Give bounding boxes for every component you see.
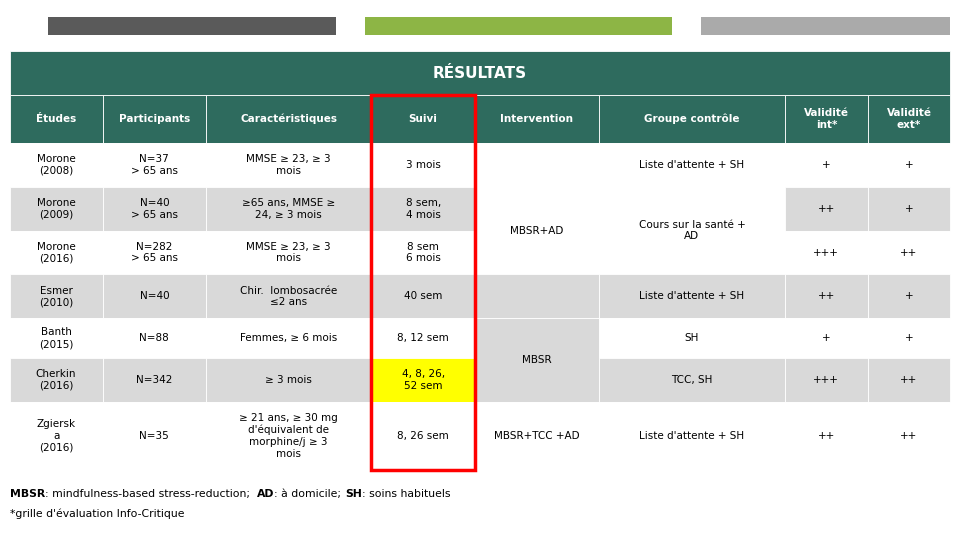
Text: +: + [904, 292, 913, 301]
Text: Morone
(2008): Morone (2008) [36, 154, 76, 176]
Text: MBSR+TCC +AD: MBSR+TCC +AD [494, 431, 580, 441]
Text: Validité
int*: Validité int* [804, 108, 849, 130]
Text: +: + [904, 204, 913, 214]
Text: Cours sur la santé +
AD: Cours sur la santé + AD [638, 220, 745, 241]
Text: +: + [904, 160, 913, 170]
Text: N=40: N=40 [139, 292, 169, 301]
Text: Zgiersk
a
(2016): Zgiersk a (2016) [36, 420, 76, 453]
Text: N=282
> 65 ans: N=282 > 65 ans [131, 242, 178, 264]
Text: Caractéristiques: Caractéristiques [240, 114, 337, 124]
Text: MMSE ≥ 23, ≥ 3
mois: MMSE ≥ 23, ≥ 3 mois [247, 154, 331, 176]
Text: +: + [904, 333, 913, 343]
Text: N=35: N=35 [139, 431, 169, 441]
Text: 8 sem,
4 mois: 8 sem, 4 mois [405, 198, 441, 220]
Text: +++: +++ [813, 247, 839, 258]
Text: Liste d'attente + SH: Liste d'attente + SH [639, 292, 745, 301]
Text: SH: SH [684, 333, 699, 343]
Text: Femmes, ≥ 6 mois: Femmes, ≥ 6 mois [240, 333, 337, 343]
Text: : soins habituels: : soins habituels [362, 489, 450, 499]
Text: Cherkin
(2016): Cherkin (2016) [36, 369, 77, 391]
Text: Chir.  lombosacrée
≤2 ans: Chir. lombosacrée ≤2 ans [240, 286, 337, 307]
Text: Esmer
(2010): Esmer (2010) [39, 286, 73, 307]
Text: Groupe contrôle: Groupe contrôle [644, 114, 740, 124]
Text: Morone
(2016): Morone (2016) [36, 242, 76, 264]
Text: Intervention: Intervention [500, 114, 573, 124]
Text: 4, 8, 26,
52 sem: 4, 8, 26, 52 sem [401, 369, 444, 391]
Text: MBSR+AD: MBSR+AD [510, 226, 564, 235]
Text: 3 mois: 3 mois [406, 160, 441, 170]
Text: : mindfulness-based stress-reduction;: : mindfulness-based stress-reduction; [45, 489, 257, 499]
Text: N=40
> 65 ans: N=40 > 65 ans [131, 198, 178, 220]
Text: Études: Études [36, 114, 76, 124]
Text: Suivi: Suivi [409, 114, 438, 124]
Text: MMSE ≥ 23, ≥ 3
mois: MMSE ≥ 23, ≥ 3 mois [247, 242, 331, 264]
Text: TCC, SH: TCC, SH [671, 375, 712, 385]
Text: MBSR: MBSR [522, 355, 552, 365]
Text: Liste d'attente + SH: Liste d'attente + SH [639, 431, 745, 441]
Text: : à domicile;: : à domicile; [275, 489, 345, 499]
Text: ≥ 21 ans, ≥ 30 mg
d'équivalent de
morphine/j ≥ 3
mois: ≥ 21 ans, ≥ 30 mg d'équivalent de morphi… [239, 413, 338, 458]
Text: ++: ++ [818, 431, 835, 441]
Text: *grille d'évaluation Info-Critique: *grille d'évaluation Info-Critique [10, 509, 184, 519]
Text: Morone
(2009): Morone (2009) [36, 198, 76, 220]
Text: ++: ++ [900, 375, 918, 385]
Text: 8, 26 sem: 8, 26 sem [397, 431, 449, 441]
Text: 40 sem: 40 sem [404, 292, 443, 301]
Text: Validité
ext*: Validité ext* [886, 108, 931, 130]
Text: 8 sem
6 mois: 8 sem 6 mois [406, 242, 441, 264]
Text: Liste d'attente + SH: Liste d'attente + SH [639, 160, 745, 170]
Text: ≥65 ans, MMSE ≥
24, ≥ 3 mois: ≥65 ans, MMSE ≥ 24, ≥ 3 mois [242, 198, 335, 220]
Text: +: + [822, 160, 830, 170]
Text: N=88: N=88 [139, 333, 169, 343]
Text: ++: ++ [818, 204, 835, 214]
Text: ++: ++ [900, 431, 918, 441]
Text: 8, 12 sem: 8, 12 sem [397, 333, 449, 343]
Text: MBSR: MBSR [10, 489, 45, 499]
Text: +++: +++ [813, 375, 839, 385]
Text: Banth
(2015): Banth (2015) [39, 327, 73, 349]
Text: ++: ++ [900, 247, 918, 258]
Text: Participants: Participants [119, 114, 190, 124]
Text: RÉSULTATS: RÉSULTATS [433, 66, 527, 80]
Text: SH: SH [345, 489, 362, 499]
Text: ≥ 3 mois: ≥ 3 mois [265, 375, 312, 385]
Text: AD: AD [257, 489, 275, 499]
Text: N=342: N=342 [136, 375, 173, 385]
Text: ++: ++ [818, 292, 835, 301]
Text: +: + [822, 333, 830, 343]
Text: N=37
> 65 ans: N=37 > 65 ans [131, 154, 178, 176]
